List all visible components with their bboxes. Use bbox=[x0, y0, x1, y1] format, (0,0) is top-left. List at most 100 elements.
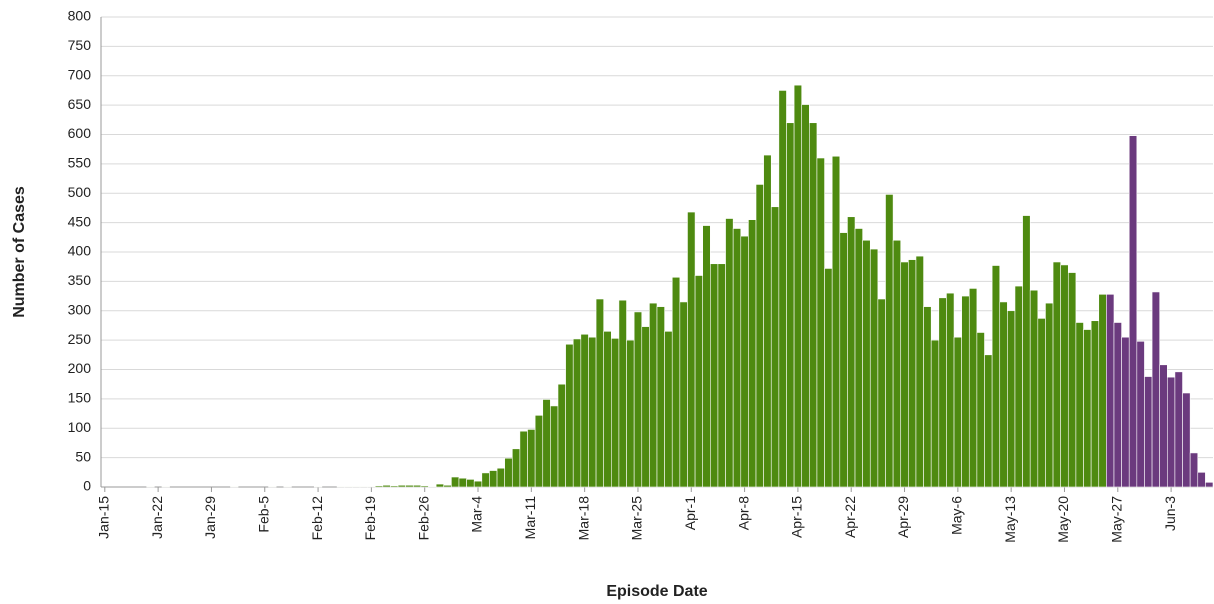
bar bbox=[847, 216, 856, 488]
bar bbox=[641, 326, 650, 488]
bar bbox=[1075, 322, 1084, 488]
bar bbox=[1205, 481, 1214, 488]
bar bbox=[1052, 261, 1061, 488]
y-tick-label: 100 bbox=[68, 419, 92, 435]
x-tick-label: Apr-22 bbox=[842, 496, 858, 538]
bar bbox=[146, 486, 155, 488]
bar bbox=[900, 261, 909, 488]
bar bbox=[831, 155, 841, 488]
bar bbox=[710, 263, 719, 488]
bar bbox=[679, 301, 688, 488]
bar bbox=[1189, 452, 1199, 488]
bar bbox=[489, 470, 498, 488]
x-tick-label: Mar-4 bbox=[469, 496, 485, 533]
bar bbox=[595, 298, 604, 488]
bar bbox=[1144, 376, 1153, 488]
bar bbox=[778, 90, 787, 488]
bar bbox=[725, 218, 734, 488]
y-tick-label: 300 bbox=[68, 301, 92, 317]
y-tick-label: 650 bbox=[68, 96, 92, 112]
bar bbox=[1174, 371, 1183, 488]
bar bbox=[892, 239, 902, 488]
bar bbox=[1045, 302, 1054, 488]
bar bbox=[519, 430, 528, 488]
bar bbox=[1067, 272, 1077, 488]
y-tick-label: 500 bbox=[68, 184, 92, 200]
x-tick-label: May-27 bbox=[1108, 496, 1124, 543]
bar bbox=[534, 415, 544, 488]
x-tick-label: Apr-1 bbox=[682, 496, 698, 530]
bar bbox=[588, 336, 597, 488]
bar bbox=[1090, 320, 1100, 488]
bar bbox=[511, 448, 521, 488]
x-tick-label: May-13 bbox=[1002, 496, 1018, 543]
bar bbox=[1136, 340, 1145, 488]
bar bbox=[412, 484, 422, 488]
bar bbox=[359, 486, 368, 488]
bar bbox=[824, 268, 833, 488]
bar bbox=[732, 228, 742, 488]
y-tick-label: 250 bbox=[68, 331, 92, 347]
bar bbox=[1167, 376, 1176, 488]
bar bbox=[1128, 135, 1138, 488]
bar bbox=[968, 288, 978, 488]
bar bbox=[671, 276, 681, 488]
bar bbox=[496, 467, 505, 488]
bar bbox=[930, 339, 940, 488]
y-tick-label: 400 bbox=[68, 243, 92, 259]
bar bbox=[770, 206, 780, 488]
bar bbox=[550, 405, 559, 488]
bar bbox=[702, 225, 711, 488]
bar bbox=[1083, 329, 1092, 488]
x-tick-label: Jun-3 bbox=[1162, 496, 1178, 531]
bar bbox=[1098, 293, 1107, 488]
bar bbox=[854, 228, 863, 488]
bar bbox=[580, 333, 589, 488]
bar bbox=[435, 483, 445, 488]
y-tick-label: 550 bbox=[68, 155, 92, 171]
bar bbox=[649, 302, 658, 488]
bar bbox=[923, 306, 932, 488]
bar bbox=[428, 486, 437, 488]
bar bbox=[481, 472, 490, 488]
bar bbox=[953, 336, 962, 488]
bar bbox=[1037, 318, 1046, 488]
bar bbox=[1014, 285, 1023, 488]
x-tick-label: May-20 bbox=[1055, 496, 1071, 543]
bar bbox=[664, 331, 673, 488]
x-tick-label: Feb-19 bbox=[362, 496, 378, 541]
bar bbox=[397, 484, 406, 488]
bar bbox=[908, 259, 917, 488]
bar bbox=[283, 486, 292, 488]
bar bbox=[1106, 293, 1115, 488]
bar bbox=[915, 255, 924, 488]
bar bbox=[976, 332, 985, 488]
bar bbox=[557, 383, 566, 488]
bar bbox=[740, 235, 749, 488]
bar bbox=[885, 194, 894, 488]
bar bbox=[352, 486, 361, 488]
y-axis-title: Number of Cases bbox=[11, 186, 28, 318]
bar bbox=[504, 457, 513, 488]
bar bbox=[991, 265, 1001, 488]
y-tick-label: 0 bbox=[83, 478, 91, 494]
x-tick-label: Apr-8 bbox=[735, 496, 751, 530]
bar bbox=[626, 339, 635, 488]
x-tick-label: Jan-15 bbox=[96, 496, 112, 539]
bar bbox=[542, 399, 551, 488]
bar bbox=[1029, 289, 1039, 488]
x-tick-label: Apr-15 bbox=[789, 496, 805, 538]
bar bbox=[816, 157, 825, 488]
bar bbox=[633, 311, 643, 488]
y-tick-label: 700 bbox=[68, 66, 92, 82]
x-tick-label: May-6 bbox=[949, 496, 965, 535]
x-tick-label: Apr-29 bbox=[895, 496, 911, 538]
bar bbox=[694, 275, 703, 488]
y-tick-label: 200 bbox=[68, 360, 92, 376]
bar bbox=[572, 338, 582, 488]
bar bbox=[1159, 364, 1168, 488]
x-tick-label: Jan-29 bbox=[202, 496, 218, 539]
bar bbox=[451, 476, 460, 488]
